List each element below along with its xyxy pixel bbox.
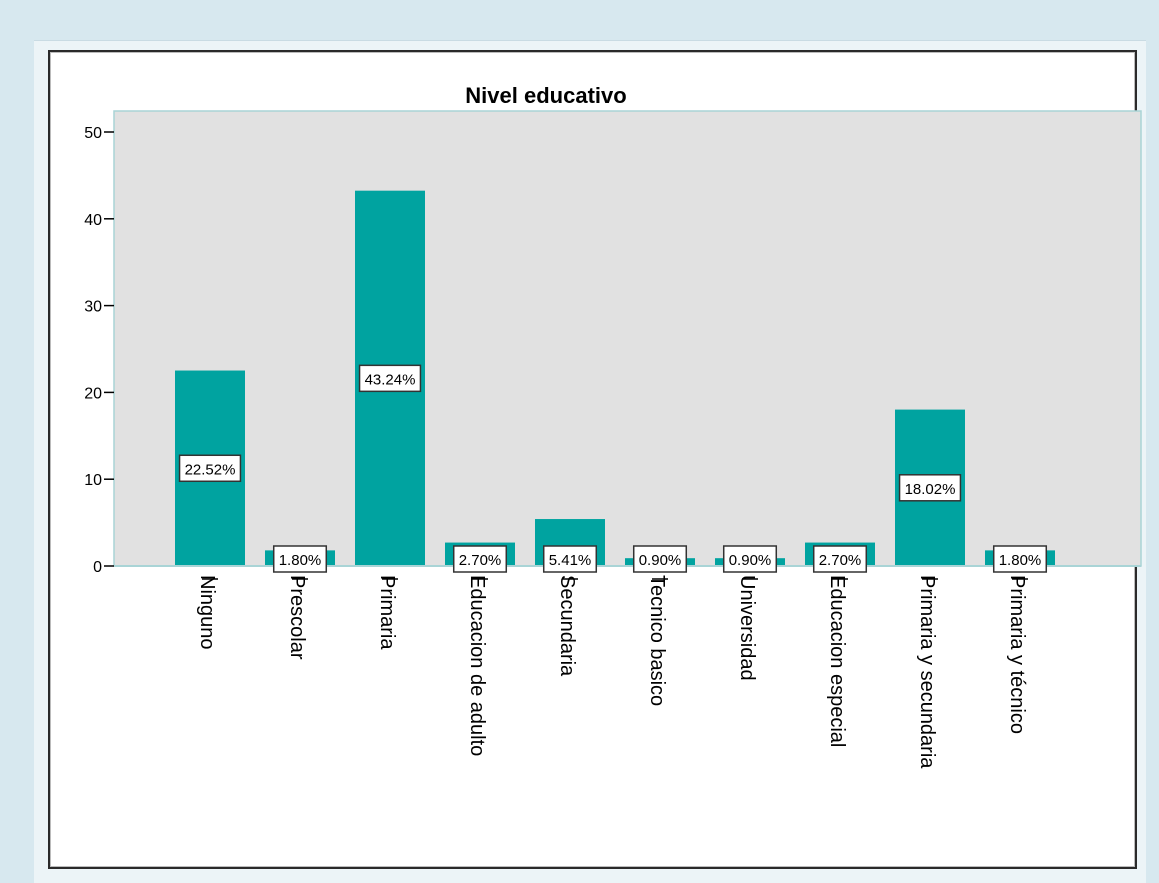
data-label-box (812, 545, 868, 573)
plot-area (113, 110, 1142, 567)
x-tick-label: Tecnico basico (646, 575, 668, 706)
data-label-box (992, 545, 1048, 573)
y-tick-label: 20 (84, 385, 102, 402)
x-tick-label: Primaria y técnico (1006, 575, 1028, 734)
data-label-text: 5.41% (549, 552, 592, 569)
data-label-box (272, 545, 328, 573)
y-axis: 0 10 20 30 40 50 (84, 125, 114, 576)
data-label: 18.02% (898, 474, 962, 502)
chart-title: Nivel educativo (465, 83, 626, 108)
y-tick-label: 40 (84, 212, 102, 229)
y-tick-label: 10 (84, 472, 102, 489)
data-label-box (358, 364, 422, 393)
data-label: 5.41% (542, 545, 598, 573)
data-label-text: 22.52% (185, 461, 236, 478)
data-label: 22.52% (178, 454, 242, 483)
data-label-text: 43.24% (365, 371, 416, 388)
data-label-box (178, 454, 242, 483)
x-tick-label: Ninguno (196, 575, 218, 650)
x-tick-label: Educacion de adulto (466, 575, 488, 756)
x-axis: Ninguno Prescolar Primaria Educacion de adu… (196, 575, 1028, 769)
data-label-box (542, 545, 598, 573)
data-label-text: 2.70% (459, 552, 502, 569)
y-tick-label: 0 (93, 559, 102, 576)
data-label: 2.70% (452, 545, 508, 573)
x-tick-label: Universidad (736, 575, 758, 681)
data-label-box (898, 474, 962, 502)
y-tick-label: 30 (84, 299, 102, 316)
x-tick-label: Primaria (376, 575, 398, 650)
data-label-box (722, 545, 778, 573)
data-label-box (632, 545, 688, 573)
data-label: 0.90% (632, 545, 688, 573)
data-label-text: 18.02% (905, 481, 956, 498)
data-labels: 22.52% 1.80% 43.24% 2.70% 5.41% 0.90% 0.90% 2.7… (178, 364, 1048, 573)
x-tick-label: Primaria y secundaria (916, 575, 938, 769)
data-label: 1.80% (272, 545, 328, 573)
data-label: 0.90% (722, 545, 778, 573)
data-label-text: 0.90% (639, 552, 682, 569)
x-tick-label: Secundaria (556, 575, 578, 677)
data-label-text: 1.80% (999, 552, 1042, 569)
data-label-text: 0.90% (729, 552, 772, 569)
data-label-text: 1.80% (279, 552, 322, 569)
y-tick-label: 50 (84, 125, 102, 142)
data-label-text: 2.70% (819, 552, 862, 569)
data-label: 1.80% (992, 545, 1048, 573)
data-label-box (452, 545, 508, 573)
x-tick-label: Educacion especial (826, 575, 848, 747)
data-label: 43.24% (358, 364, 422, 393)
data-label: 2.70% (812, 545, 868, 573)
x-tick-label: Prescolar (286, 575, 308, 660)
